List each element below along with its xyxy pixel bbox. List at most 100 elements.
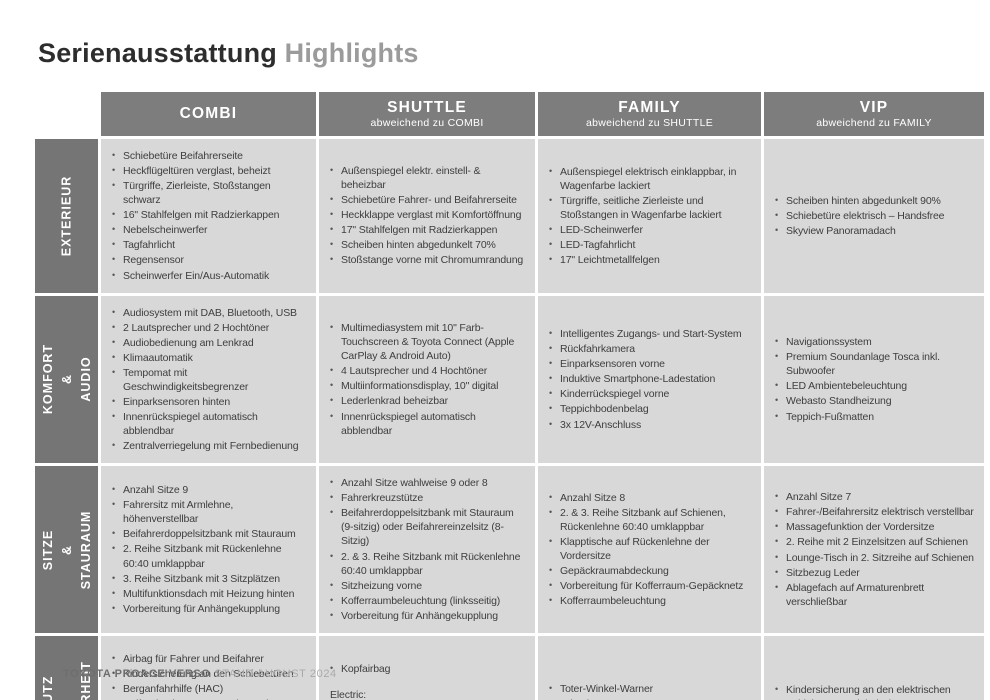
- bullet-icon: •: [112, 440, 116, 451]
- equipment-item: • Anzahl Sitze wahlweise 9 oder 8: [330, 476, 527, 490]
- equipment-item: • Scheiben hinten abgedunkelt 70%: [330, 238, 527, 252]
- column-subtitle: abweichend zu SHUTTLE: [585, 116, 714, 129]
- bullet-icon: •: [775, 194, 779, 205]
- equipment-item: • Regensensor: [112, 253, 308, 267]
- equipment-item: • 3x 12V-Anschluss: [549, 418, 753, 432]
- equipment-item-text: Heckklappe verglast mit Komfortöffnung: [341, 209, 522, 222]
- equipment-list: • Multimediasystem mit 10" Farb-Touchscre…: [330, 320, 527, 439]
- equipment-item: • Innenrückspiegel automatisch abblendbar: [112, 410, 308, 438]
- equipment-cell: • Airbag für Fahrer und Beifahrer • Kinders…: [101, 635, 316, 700]
- bullet-icon: •: [330, 380, 334, 391]
- equipment-cell: • Außenspiegel elektr. einstell- & beheiz…: [319, 139, 535, 293]
- equipment-item: • 2. & 3. Reihe Sitzbank auf Schienen, Rü…: [549, 506, 753, 534]
- equipment-item-text: Vorbereitung für Kofferraum-Gepäcknetz: [560, 580, 744, 593]
- column-subtitle: abweichend zu COMBI: [370, 116, 484, 129]
- column-name: VIP: [859, 98, 889, 116]
- row-label-text: KOMFORT & AUDIO: [40, 344, 92, 415]
- equipment-item-text: Induktive Smartphone-Ladestation: [560, 373, 716, 386]
- equipment-cell: • Anzahl Sitze 7 • Fahrer-/Beifahrersitz el…: [764, 466, 984, 633]
- equipment-item-text: Teppichbodenbelag: [560, 403, 649, 416]
- equipment-item: • Kopfairbag: [330, 662, 527, 676]
- bullet-icon: •: [112, 395, 116, 406]
- bullet-icon: •: [112, 209, 116, 220]
- equipment-item: • Anzahl Sitze 8: [549, 491, 753, 505]
- equipment-item: • Einparksensoren hinten: [112, 395, 308, 409]
- bullet-icon: •: [775, 521, 779, 532]
- equipment-item-text: Toter-Winkel-Warner: [560, 683, 654, 696]
- bullet-icon: •: [549, 328, 553, 339]
- bullet-icon: •: [330, 410, 334, 421]
- equipment-item: • Multimediasystem mit 10" Farb-Touchscre…: [330, 321, 527, 363]
- bullet-icon: •: [112, 366, 116, 377]
- bullet-icon: •: [330, 662, 334, 673]
- equipment-item: • Kindersicherung an den elektrischen Sch…: [775, 683, 976, 700]
- equipment-item-text: Adaptiver Tempomat: [560, 697, 654, 700]
- equipment-item-text: Schiebetüre elektrisch – Handsfree: [786, 209, 945, 222]
- equipment-item: • Audiobedienung am Lenkrad: [112, 336, 308, 350]
- bullet-icon: •: [112, 306, 116, 317]
- bullet-icon: •: [112, 254, 116, 265]
- equipment-item: • Vorbereitung für Anhängekupplung: [112, 602, 308, 616]
- equipment-cell: • Anzahl Sitze wahlweise 9 oder 8 • Fahrerk…: [319, 466, 535, 633]
- equipment-item-text: Klimaautomatik: [123, 351, 193, 364]
- bullet-icon: •: [112, 543, 116, 554]
- equipment-item-text: Reifendruckwarnsystem (TPMS): [123, 697, 270, 700]
- equipment-item-text: Vorbereitung für Anhängekupplung: [123, 602, 280, 615]
- bullet-icon: •: [549, 194, 553, 205]
- bullet-icon: •: [775, 209, 779, 220]
- equipment-item-text: Kofferraumbeleuchtung: [560, 595, 666, 608]
- equipment-item: • Massagefunktion der Vordersitze: [775, 520, 976, 534]
- equipment-list: • Scheiben hinten abgedunkelt 90% • Schiebe…: [775, 193, 976, 239]
- bullet-icon: •: [112, 269, 116, 280]
- equipment-item-text: Scheinwerfer Ein/Aus-Automatik: [123, 269, 270, 282]
- equipment-item: • Airbag für Fahrer und Beifahrer: [112, 652, 308, 666]
- equipment-item-text: Anzahl Sitze 8: [560, 491, 626, 504]
- bullet-icon: •: [330, 492, 334, 503]
- bullet-icon: •: [330, 254, 334, 265]
- bullet-icon: •: [112, 165, 116, 176]
- equipment-cell: • Anzahl Sitze 8 • 2. & 3. Reihe Sitzbank a…: [538, 466, 761, 633]
- equipment-cell: • Kindersicherung an den elektrischen Sch…: [764, 635, 984, 700]
- equipment-item: • 3. Reihe Sitzbank mit 3 Sitzplätzen: [112, 572, 308, 586]
- equipment-item-text: Beifahrerdoppelsitzbank mit Stauraum (9-…: [341, 507, 514, 548]
- equipment-item-text: 16" Stahlfelgen mit Radzierkappen: [123, 209, 280, 222]
- equipment-item-text: 2. Reihe Sitzbank mit Rückenlehne 60:40 …: [123, 543, 282, 570]
- bullet-icon: •: [330, 224, 334, 235]
- bullet-icon: •: [330, 322, 334, 333]
- bullet-icon: •: [549, 223, 553, 234]
- equipment-item-text: Premium Soundanlage Tosca inkl. Subwoofe…: [786, 351, 940, 378]
- bullet-icon: •: [775, 581, 779, 592]
- bullet-icon: •: [775, 410, 779, 421]
- equipment-item: • Kindersicherung an den Schiebetüren: [112, 667, 308, 681]
- column-header-shuttle: SHUTTLE abweichend zu COMBI: [319, 92, 535, 136]
- equipment-item-text: Beifahrerdoppelsitzbank mit Stauraum: [123, 528, 296, 541]
- bullet-icon: •: [330, 395, 334, 406]
- equipment-item-text: Außenspiegel elektrisch einklappbar, in …: [560, 165, 737, 192]
- column-header-vip: VIP abweichend zu FAMILY: [764, 92, 984, 136]
- equipment-cell: • Multimediasystem mit 10" Farb-Touchscre…: [319, 295, 535, 464]
- equipment-item-text: Fahrer-/Beifahrersitz elektrisch verstel…: [786, 506, 974, 519]
- bullet-icon: •: [549, 238, 553, 249]
- equipment-item: • Premium Soundanlage Tosca inkl. Subwoof…: [775, 350, 976, 378]
- equipment-item-text: Audiosystem mit DAB, Bluetooth, USB: [123, 306, 297, 319]
- equipment-item: • 2. Reihe Sitzbank mit Rückenlehne 60:40…: [112, 542, 308, 570]
- bullet-icon: •: [549, 565, 553, 576]
- equipment-list: • Außenspiegel elektrisch einklappbar, in…: [549, 164, 753, 268]
- bullet-icon: •: [549, 358, 553, 369]
- equipment-item-text: Türgriffe, seitliche Zierleiste und Stoß…: [560, 194, 722, 221]
- equipment-item: • Scheinwerfer Ein/Aus-Automatik: [112, 269, 308, 283]
- equipment-item-text: Audiobedienung am Lenkrad: [123, 336, 254, 349]
- equipment-list: • Anzahl Sitze 7 • Fahrer-/Beifahrersitz el…: [775, 489, 976, 610]
- equipment-item: • Fahrersitz mit Armlehne, höhenverstellb…: [112, 498, 308, 526]
- equipment-item: • Skyview Panoramadach: [775, 224, 976, 238]
- bullet-icon: •: [112, 683, 116, 694]
- equipment-list: • Kindersicherung an den elektrischen Sch…: [775, 682, 976, 700]
- equipment-cell: • Intelligentes Zugangs- und Start-System…: [538, 295, 761, 464]
- equipment-item: • Tempomat mit Geschwindigkeitsbegrenzer: [112, 366, 308, 394]
- equipment-item: • Induktive Smartphone-Ladestation: [549, 372, 753, 386]
- equipment-cell: • Außenspiegel elektrisch einklappbar, in…: [538, 139, 761, 293]
- equipment-item: • 17" Stahlfelgen mit Radzierkappen: [330, 223, 527, 237]
- equipment-item-text: Klapptische auf Rückenlehne der Vordersi…: [560, 535, 710, 562]
- equipment-item-text: Fahrersitz mit Armlehne, höhenverstellba…: [123, 499, 234, 526]
